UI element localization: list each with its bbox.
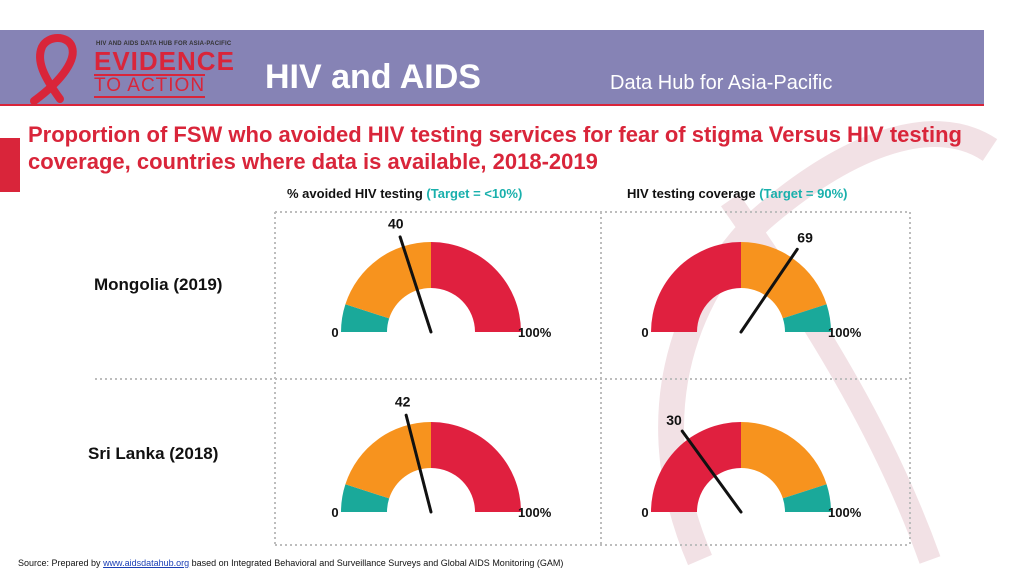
gauge-band xyxy=(341,304,390,332)
gauge-needle xyxy=(404,413,433,514)
gauge: 40 0 100% xyxy=(331,216,551,340)
gauge-needle xyxy=(680,429,743,514)
gauge-value-label: 42 xyxy=(395,394,411,410)
gauge-band xyxy=(741,422,827,499)
gauge-band xyxy=(651,422,741,512)
page-title: Proportion of FSW who avoided HIV testin… xyxy=(28,122,962,174)
source-prefix: Source: Prepared by xyxy=(18,558,104,568)
gauge-value-label: 30 xyxy=(666,412,682,428)
title-marker xyxy=(0,138,20,192)
gauge-band xyxy=(431,242,521,332)
source-suffix: based on Integrated Behavioral and Surve… xyxy=(189,558,564,568)
logo-evidence: EVIDENCE xyxy=(94,46,235,76)
row-label-sri-lanka: Sri Lanka (2018) xyxy=(88,444,219,463)
gauge-band xyxy=(782,304,831,332)
logo: HIV AND AIDS DATA HUB FOR ASIA-PACIFIC E… xyxy=(14,33,244,105)
gauge-band xyxy=(431,422,521,512)
gauge-band xyxy=(345,422,431,499)
column-header-coverage: HIV testing coverage (Target = 90%) xyxy=(627,186,847,201)
gauge-band xyxy=(782,484,831,512)
gauge-max-label: 100% xyxy=(828,325,862,340)
gauge-min-label: 0 xyxy=(331,325,338,340)
gauge: 30 0 100% xyxy=(641,412,861,520)
logo-to-action: TO ACTION xyxy=(94,74,206,98)
red-ribbon-icon xyxy=(30,34,77,105)
gauge-max-label: 100% xyxy=(518,505,552,520)
header-divider xyxy=(0,104,984,106)
column-header-label: HIV testing coverage xyxy=(627,186,760,201)
grid-lines xyxy=(95,211,911,546)
gauge-band xyxy=(341,484,390,512)
gauge-min-label: 0 xyxy=(331,505,338,520)
gauges: 40 0 100% 69 0 100% 42 0 100% 30 0 100% xyxy=(331,216,861,520)
gauge: 69 0 100% xyxy=(641,230,861,340)
header-band xyxy=(0,30,984,104)
gauge-needle xyxy=(739,247,799,334)
column-header-target: (Target = 90%) xyxy=(759,186,848,201)
gauge-max-label: 100% xyxy=(518,325,552,340)
source-note: Source: Prepared by www.aidsdatahub.org … xyxy=(18,558,563,568)
gauge-max-label: 100% xyxy=(828,505,862,520)
column-header-label: % avoided HIV testing xyxy=(287,186,427,201)
gauge-min-label: 0 xyxy=(641,325,648,340)
column-header-avoided: % avoided HIV testing (Target = <10%) xyxy=(287,186,522,201)
gauge-band xyxy=(651,242,741,332)
app-subtitle: Data Hub for Asia-Pacific xyxy=(610,72,833,94)
source-link[interactable]: www.aidsdatahub.org xyxy=(103,558,190,568)
gauge: 42 0 100% xyxy=(331,394,551,520)
gauge-band xyxy=(741,242,827,319)
gauge-value-label: 69 xyxy=(797,230,813,246)
gauge-value-label: 40 xyxy=(388,216,404,232)
gauge-min-label: 0 xyxy=(641,505,648,520)
logo-tagline: HIV AND AIDS DATA HUB FOR ASIA-PACIFIC xyxy=(96,41,232,47)
column-header-target: (Target = <10%) xyxy=(426,186,523,201)
gauge-band xyxy=(345,242,431,319)
row-label-mongolia: Mongolia (2019) xyxy=(94,275,223,294)
app-title: HIV and AIDS xyxy=(265,58,481,96)
gauge-needle xyxy=(398,235,433,334)
